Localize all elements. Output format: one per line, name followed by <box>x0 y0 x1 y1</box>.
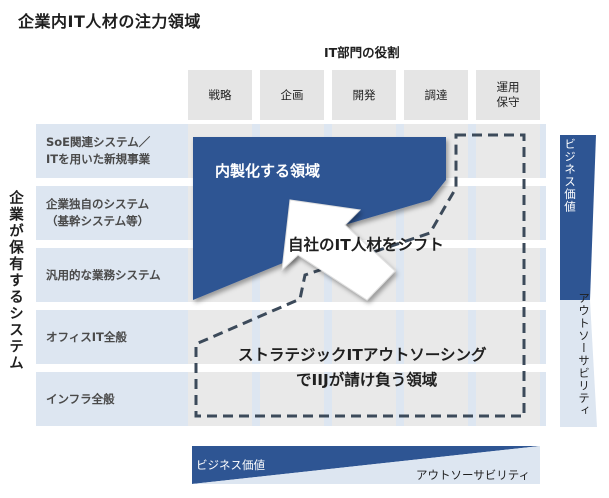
it-roles-header: IT部門の役割 <box>324 45 400 60</box>
horizontal-business-value-label: ビジネス価値 <box>196 458 265 472</box>
outsourcing-area-outline <box>194 133 526 418</box>
column-header-procurement: 調達 <box>404 70 468 120</box>
horizontal-outsourceability-label: アウトソーサビリティ <box>416 468 531 482</box>
inhouse-area-label: 内製化する領域 <box>215 162 321 180</box>
row-label-infrastructure: インフラ全般 <box>46 391 115 406</box>
row-label-soe: SoE関連システム／ ITを用いた新規事業 <box>46 135 151 166</box>
column-header-operations: 運用 保守 <box>476 70 540 120</box>
outsourcing-label-line2: でIIJが請け負う領域 <box>296 371 438 389</box>
horizontal-outsourceability-bar <box>192 446 540 484</box>
row-label-general-business: 汎用的な業務システム <box>46 267 161 282</box>
system-axis-label: 企業が保有するシステム <box>7 190 23 372</box>
vertical-business-value-bar <box>560 135 596 300</box>
vertical-outsourceability-bar <box>560 300 597 427</box>
outsourcing-label-line1: ストラテジックITアウトソーシング <box>238 346 487 364</box>
row-label-office-it: オフィスIT全般 <box>46 329 127 344</box>
vertical-outsourceability-label: アウトソーサビリティ <box>577 292 591 417</box>
column-header-planning: 企画 <box>260 70 324 120</box>
shift-arrow <box>281 199 396 301</box>
shift-label: 自社のIT人材をシフト <box>288 236 444 254</box>
row-label-core-systems: 企業独自のシステム （基幹システム等） <box>46 197 150 228</box>
vertical-business-value-label: ビジネス価値 <box>563 138 577 213</box>
column-header-strategy: 戦略 <box>188 70 252 120</box>
column-header-development: 開発 <box>332 70 396 120</box>
page-title: 企業内IT人材の注力領域 <box>18 12 201 31</box>
